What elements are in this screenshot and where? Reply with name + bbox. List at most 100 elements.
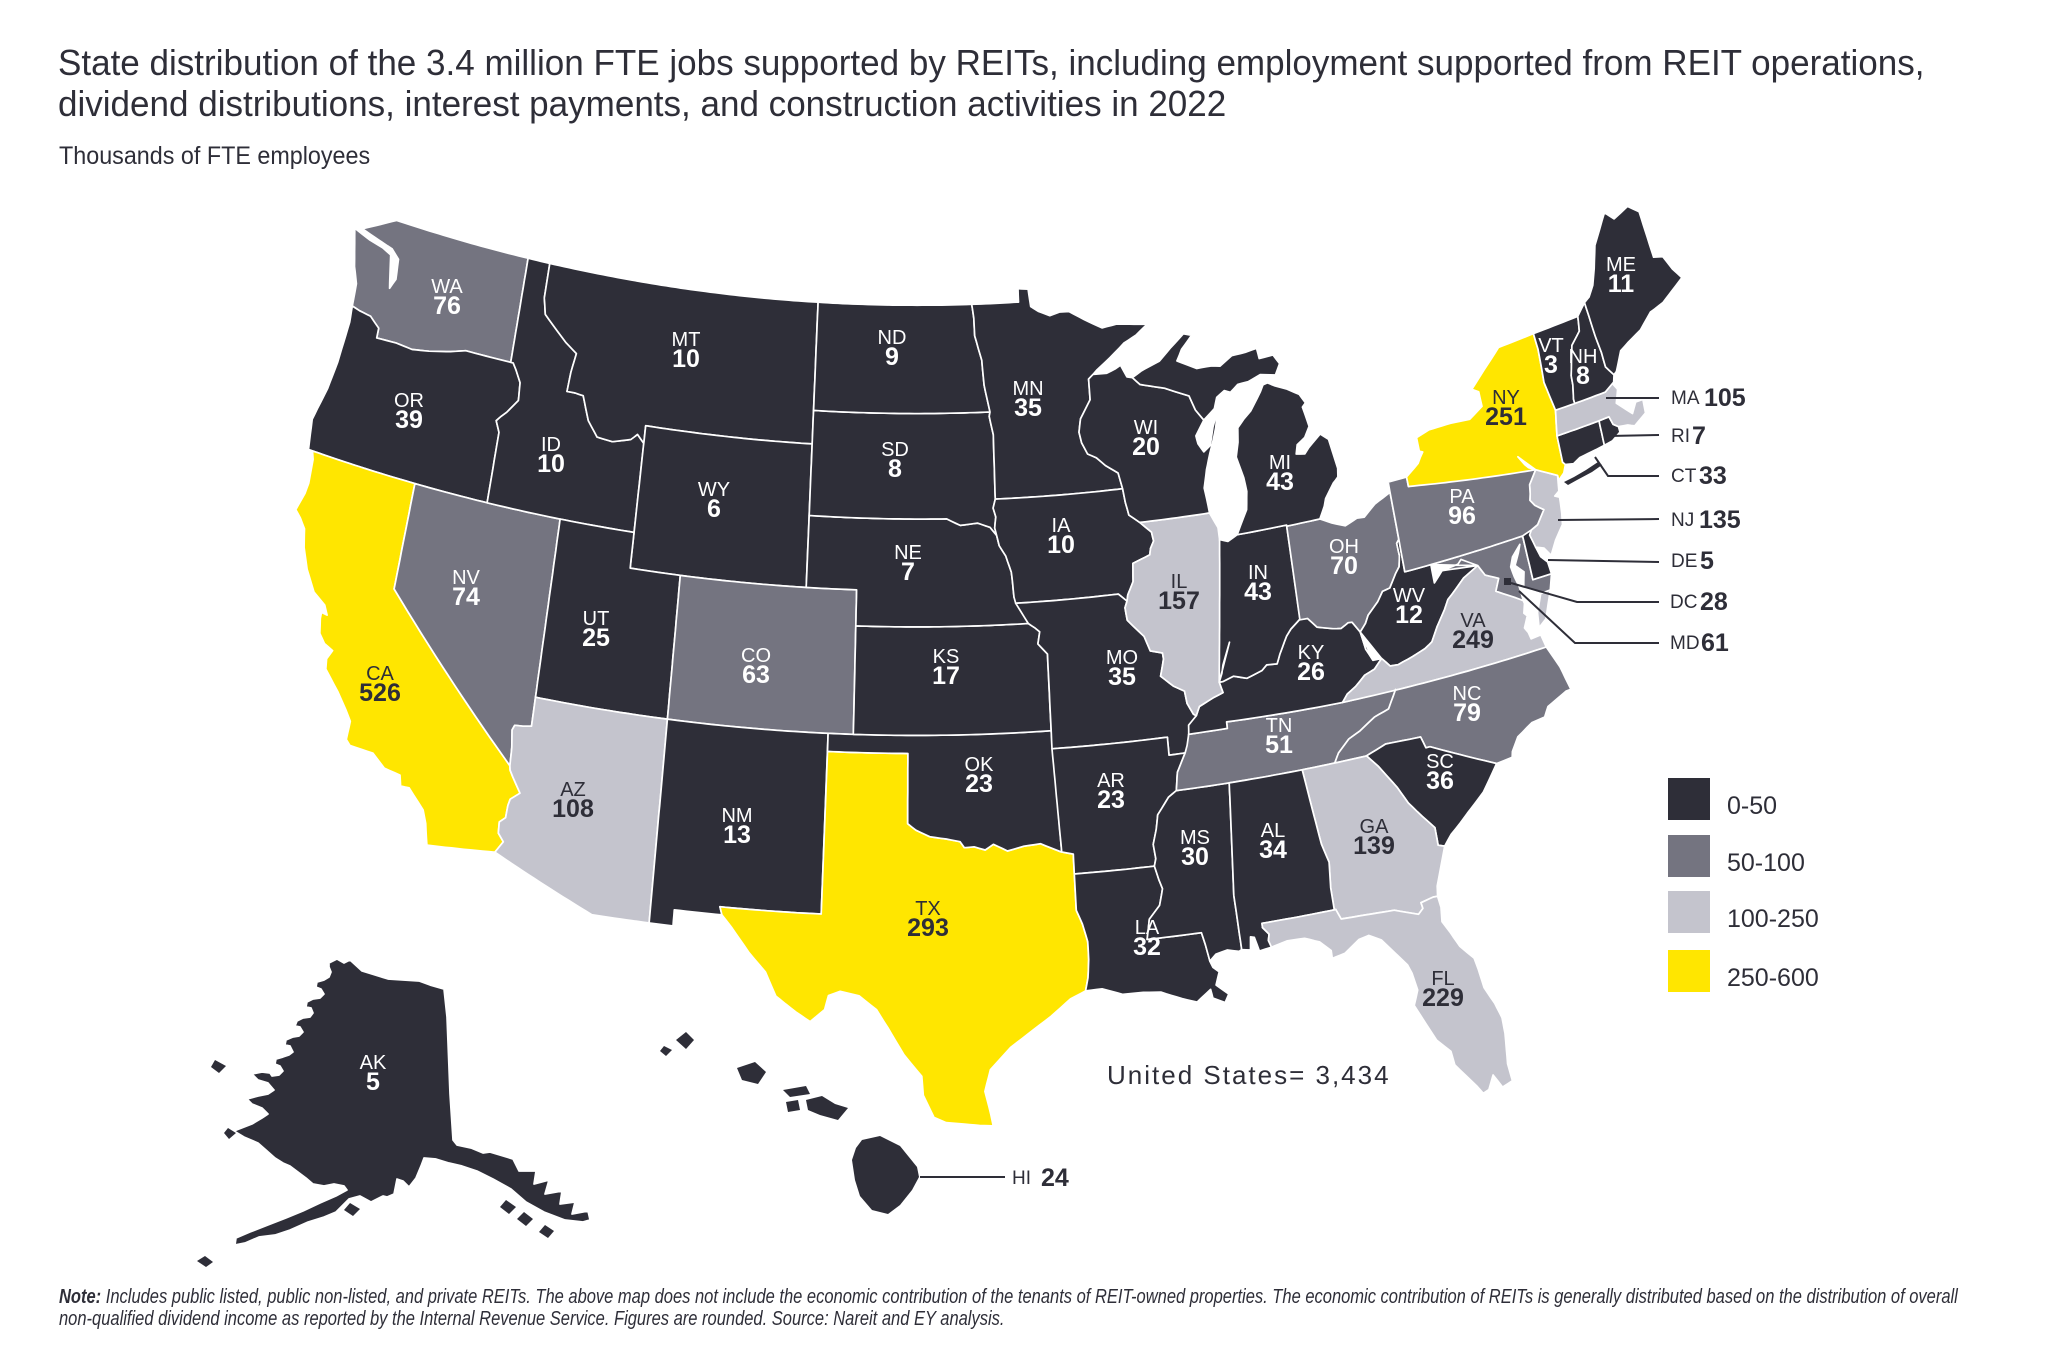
svg-text:VT: VT [1538,335,1564,357]
svg-text:MN: MN [1012,378,1043,400]
svg-text:39: 39 [395,406,423,434]
svg-text:United States= 3,434: United States= 3,434 [1107,1060,1391,1090]
svg-text:26: 26 [1297,658,1325,686]
svg-text:KS: KS [933,646,960,668]
svg-text:96: 96 [1448,502,1476,530]
svg-text:6: 6 [707,495,721,523]
svg-text:RI: RI [1671,426,1690,447]
svg-text:ID: ID [541,434,561,456]
svg-text:51: 51 [1265,731,1293,759]
svg-text:MA: MA [1671,388,1700,409]
svg-text:0-50: 0-50 [1727,792,1777,820]
svg-text:100-250: 100-250 [1727,905,1819,933]
svg-text:23: 23 [965,770,993,798]
svg-text:IA: IA [1052,515,1072,537]
svg-text:WV: WV [1393,585,1426,607]
svg-text:35: 35 [1108,663,1136,691]
svg-text:20: 20 [1132,433,1160,461]
svg-text:32: 32 [1133,933,1161,961]
svg-text:10: 10 [1047,531,1075,559]
svg-text:11: 11 [1608,270,1635,298]
svg-text:249: 249 [1452,626,1494,654]
svg-text:SC: SC [1426,751,1454,773]
svg-text:NY: NY [1492,387,1520,409]
svg-text:MI: MI [1269,452,1291,474]
svg-text:251: 251 [1485,403,1527,431]
svg-text:NC: NC [1453,683,1482,705]
svg-text:25: 25 [582,624,610,652]
svg-text:135: 135 [1699,506,1741,534]
svg-text:IN: IN [1248,562,1268,584]
svg-text:OR: OR [394,390,424,412]
svg-text:CT: CT [1671,466,1697,487]
svg-text:250-600: 250-600 [1727,964,1819,992]
svg-text:OH: OH [1329,536,1359,558]
svg-text:TX: TX [915,898,941,920]
svg-text:MD: MD [1670,633,1700,654]
svg-text:WA: WA [431,276,463,298]
svg-text:79: 79 [1453,699,1481,727]
svg-text:NM: NM [721,805,752,827]
svg-text:3: 3 [1544,351,1558,379]
svg-text:HI: HI [1012,1168,1031,1189]
svg-text:7: 7 [901,558,915,586]
svg-text:8: 8 [888,455,902,483]
svg-text:61: 61 [1701,629,1729,657]
svg-text:KY: KY [1298,642,1325,664]
svg-text:AZ: AZ [560,779,586,801]
svg-text:MS: MS [1180,827,1210,849]
svg-text:AK: AK [360,1052,387,1074]
svg-text:10: 10 [537,450,565,478]
svg-text:UT: UT [583,608,610,630]
svg-text:FL: FL [1431,968,1454,990]
svg-text:IL: IL [1171,571,1188,593]
svg-text:50-100: 50-100 [1727,849,1805,877]
svg-text:WY: WY [698,479,730,501]
svg-text:NV: NV [452,567,480,589]
svg-text:5: 5 [1700,547,1714,575]
svg-text:23: 23 [1097,786,1125,814]
svg-text:TN: TN [1266,715,1293,737]
svg-text:105: 105 [1704,384,1746,412]
svg-text:AL: AL [1261,820,1285,842]
svg-text:293: 293 [907,914,949,942]
svg-text:OK: OK [965,754,995,776]
svg-text:WI: WI [1134,417,1158,439]
svg-text:MO: MO [1106,647,1138,669]
svg-text:43: 43 [1266,468,1294,496]
svg-text:139: 139 [1353,832,1395,860]
svg-text:28: 28 [1700,588,1728,616]
svg-text:SD: SD [881,439,909,461]
svg-text:AR: AR [1097,770,1125,792]
svg-text:9: 9 [885,343,899,371]
svg-text:34: 34 [1259,836,1287,864]
svg-text:PA: PA [1449,486,1475,508]
svg-text:10: 10 [672,345,700,373]
svg-text:13: 13 [723,821,751,849]
svg-text:76: 76 [433,292,461,320]
svg-text:8: 8 [1576,362,1590,390]
svg-text:CO: CO [741,645,771,667]
svg-text:157: 157 [1158,587,1200,615]
svg-text:GA: GA [1360,816,1390,838]
svg-text:63: 63 [742,661,770,689]
svg-text:CA: CA [366,663,394,685]
svg-text:NH: NH [1569,346,1598,368]
svg-text:LA: LA [1135,917,1160,939]
svg-text:108: 108 [552,795,594,823]
svg-text:526: 526 [359,679,401,707]
svg-text:VA: VA [1460,610,1486,632]
svg-text:17: 17 [932,662,960,690]
svg-text:5: 5 [366,1068,380,1096]
svg-text:MT: MT [672,329,701,351]
svg-text:7: 7 [1692,422,1706,450]
svg-text:36: 36 [1426,767,1454,795]
svg-text:NJ: NJ [1671,510,1694,531]
svg-text:24: 24 [1041,1164,1069,1192]
svg-text:DE: DE [1671,551,1697,572]
svg-text:43: 43 [1244,578,1272,606]
svg-text:35: 35 [1014,394,1042,422]
svg-text:30: 30 [1181,843,1209,871]
svg-text:12: 12 [1395,601,1423,629]
svg-text:DC: DC [1670,592,1697,613]
